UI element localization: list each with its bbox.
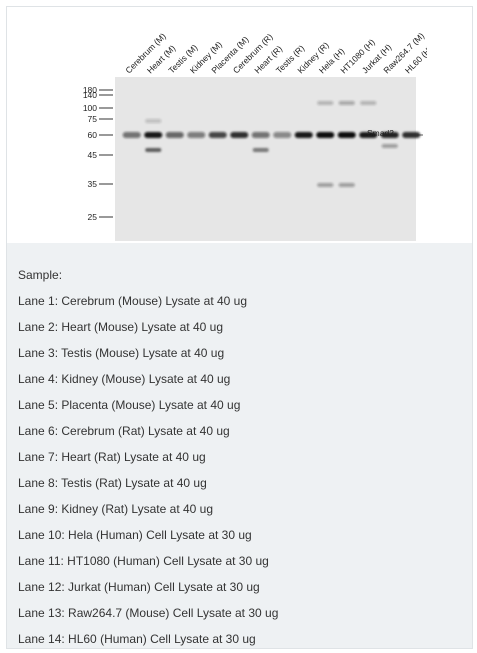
figure-card: Cerebrum (M) Heart (M) Testis (M) Kidney (M… [6,6,473,649]
marker-label-45: 45 [88,150,98,160]
sample-header: Sample: [18,268,63,282]
sample-lane-13: Lane 13: Raw264.7 (Mouse) Cell Lysate at… [18,606,279,620]
marker-label-140: 140 [83,90,97,100]
band-lane-10 [316,132,335,138]
sample-lane-10: Lane 10: Hela (Human) Cell Lysate at 30 … [18,528,252,542]
sample-lane-12: Lane 12: Jurkat (Human) Cell Lysate at 3… [18,580,260,594]
sample-lane-1: Lane 1: Cerebrum (Mouse) Lysate at 40 ug [18,294,248,308]
band-lane-4 [187,132,206,138]
band-lane-8 [273,132,292,138]
band-lane-5 [208,132,227,138]
sample-lane-11: Lane 11: HT1080 (Human) Cell Lysate at 3… [18,554,269,568]
sample-lane-3: Lane 3: Testis (Mouse) Lysate at 40 ug [18,346,225,360]
faint-band-7 [360,101,377,105]
band-lane-9 [294,132,313,138]
western-blot-image: Cerebrum (M)Heart (M)Testis (M)Kidney (M… [83,30,427,241]
faint-band-2 [252,148,269,152]
band-lane-14 [402,132,421,138]
sample-lane-7: Lane 7: Heart (Rat) Lysate at 40 ug [18,450,206,464]
faint-band-9 [145,119,162,123]
faint-band-6 [338,101,355,105]
sample-lane-2: Lane 2: Heart (Mouse) Lysate at 40 ug [18,320,224,334]
band-label-smad2: Smad2 [367,128,394,138]
faint-band-5 [317,101,334,105]
sample-lane-4: Lane 4: Kidney (Mouse) Lysate at 40 ug [18,372,231,386]
band-lane-3 [165,132,184,138]
sample-lane-5: Lane 5: Placenta (Mouse) Lysate at 40 ug [18,398,241,412]
sample-lane-14: Lane 14: HL60 (Human) Cell Lysate at 30 … [18,632,256,646]
band-lane-2 [144,132,163,138]
band-lane-11 [337,132,356,138]
western-blot-figure: Cerebrum (M) Heart (M) Testis (M) Kidney (M… [7,7,472,243]
band-lane-1 [122,132,141,138]
sample-lane-9: Lane 9: Kidney (Rat) Lysate at 40 ug [18,502,214,516]
marker-label-60: 60 [88,130,98,140]
marker-label-180: 180 [83,85,97,95]
sample-lane-8: Lane 8: Testis (Rat) Lysate at 40 ug [18,476,207,490]
sample-lane-6: Lane 6: Cerebrum (Rat) Lysate at 40 ug [18,424,230,438]
marker-label-100: 100 [83,103,97,113]
faint-band-8 [381,144,398,148]
band-lane-7 [251,132,270,138]
marker-label-25: 25 [88,212,98,222]
marker-label-75: 75 [88,114,98,124]
band-lane-6 [230,132,249,138]
faint-band-4 [338,183,355,187]
marker-label-35: 35 [88,179,98,189]
band-lane-13 [380,132,399,138]
band-lane-12 [359,132,378,138]
faint-band-1 [145,148,162,152]
sample-list: Sample: Lane 1: Cerebrum (Mouse) Lysate … [18,262,278,652]
faint-band-3 [317,183,334,187]
